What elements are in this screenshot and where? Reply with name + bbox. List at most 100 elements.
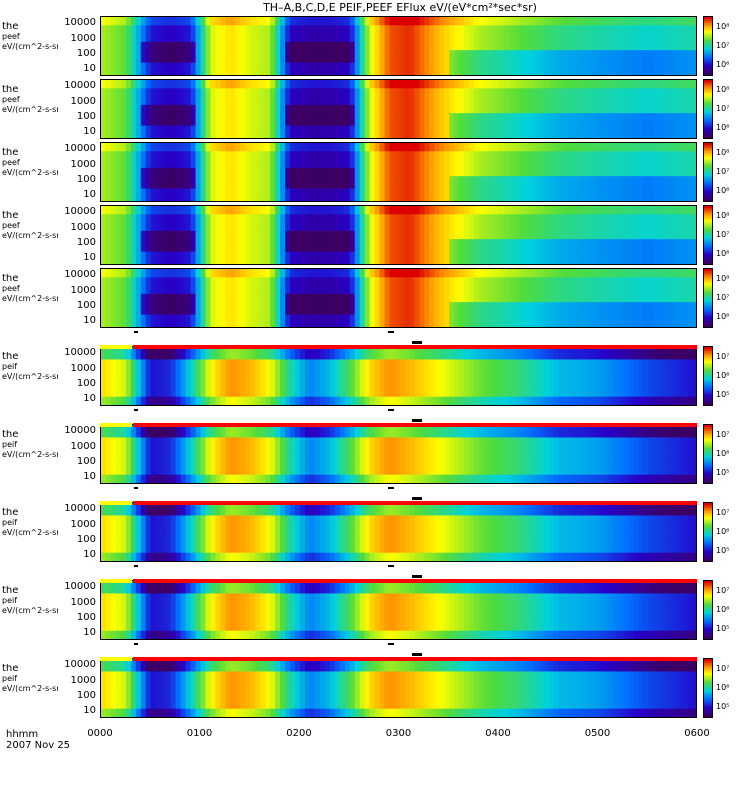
flux-cell [290,46,296,51]
flux-cell [140,41,147,47]
flux-cell [290,129,296,135]
flux-cell [170,92,177,98]
flux-cell [638,129,644,135]
flux-cell [479,113,485,118]
flux-cell [339,46,346,51]
flux-cell [424,159,430,165]
flux-cell [503,17,510,22]
flux-cell [145,192,152,198]
flux-cell [195,192,202,198]
flux-cell [280,147,286,152]
flux-cell [563,66,570,72]
flux-cell [389,58,396,64]
flux-cell [474,25,480,31]
flux-cell [125,46,132,51]
flux-cell [563,62,570,68]
flux-cell [200,176,207,181]
flux-cell [300,70,306,75]
flux-cell [613,188,619,194]
flux-cell [523,17,530,22]
flux-cell [444,172,450,177]
flux-cell [673,113,679,118]
flux-cell [499,159,505,165]
flux-cell [265,192,271,198]
flux-cell [419,58,425,64]
flux-cell [240,109,246,114]
flux-cell [379,167,386,173]
flux-cell [374,62,381,68]
flux-cell [270,155,276,161]
flux-cell [285,54,291,60]
flux-cell [101,125,107,131]
flux-cell [349,133,356,138]
flux-cell [344,133,351,138]
flux-cell [115,37,122,43]
flux-cell [185,196,192,201]
flux-cell [578,17,585,22]
flux-cell [240,196,246,201]
flux-cell [260,184,266,190]
flux-cell [165,29,172,35]
flux-cell [429,70,435,75]
flux-cell [618,163,624,169]
flux-cell [399,109,406,114]
flux-cell [300,80,306,85]
flux-cell [220,113,226,118]
flux-cell [643,66,649,72]
flux-cell [270,121,276,127]
flux-cell [101,46,107,51]
flux-cell [150,113,157,118]
flux-cell [499,41,505,47]
flux-cell [494,184,500,190]
flux-cell [444,33,450,39]
flux-cell [180,33,187,39]
flux-cell [533,167,540,173]
flux-cell [553,192,560,198]
flux-cell [479,151,485,157]
flux-cell [578,188,585,194]
flux-cell [623,121,629,127]
flux-cell [533,196,540,201]
flux-cell [339,58,346,64]
flux-cell [270,133,276,138]
flux-cell [130,192,137,198]
flux-cell [235,196,241,201]
flux-cell [593,172,600,177]
flux-cell [399,70,406,75]
flux-cell [469,117,475,123]
flux-cell [673,21,679,26]
flux-cell [250,188,256,194]
flux-cell [638,92,644,98]
flux-cell [125,96,132,102]
flux-cell [135,125,142,131]
flux-cell [399,25,406,31]
flux-cell [608,37,615,43]
flux-cell [508,143,515,148]
flux-cell [489,125,495,131]
flux-cell [613,113,619,118]
flux-cell [240,62,246,68]
flux-cell [474,46,480,51]
flux-cell [618,117,624,123]
flux-cell [295,21,301,26]
flux-cell [648,125,654,131]
flux-cell [658,62,664,68]
flux-cell [518,29,525,35]
flux-cell [290,121,296,127]
colorbar-tick-label: 10⁸ [716,85,730,94]
flux-cell [489,46,495,51]
flux-cell [464,147,470,152]
flux-cell [175,92,182,98]
flux-cell [125,129,132,135]
flux-cell [300,29,306,35]
flux-cell [459,84,465,89]
flux-cell [558,113,565,118]
flux-cell [190,109,197,114]
flux-cell [434,17,440,22]
flux-cell [190,129,197,135]
flux-cell [280,50,286,55]
flux-cell [399,196,406,201]
flux-cell [578,147,585,152]
flux-cell [638,151,644,157]
flux-cell [409,113,416,118]
